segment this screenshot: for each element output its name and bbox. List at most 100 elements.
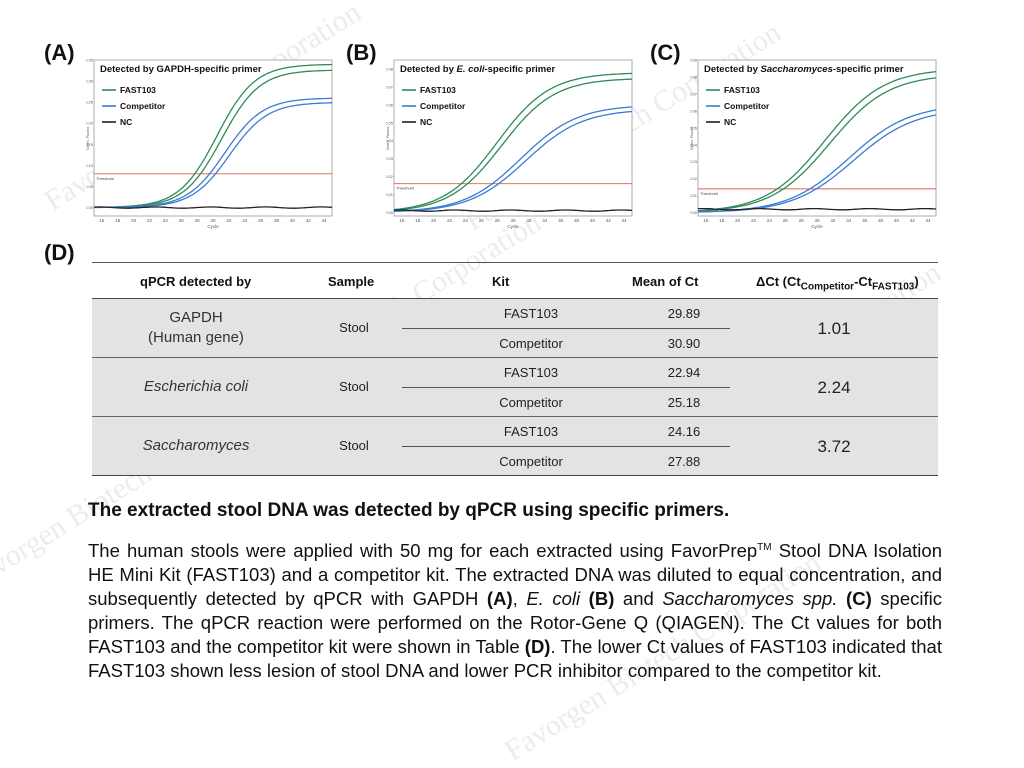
caption-text: The human stools were applied with 50 mg…	[88, 536, 942, 683]
x-tick-label: 36	[258, 218, 264, 223]
x-tick-label: 38	[274, 218, 280, 223]
chart-b: 0.00 0.01 0.02 0.03 0.04 0.05 0.06 0.07 0.08 16 18…	[386, 58, 636, 233]
row-kit-1: FAST103	[503, 306, 559, 321]
caption-p5: and	[614, 588, 663, 610]
threshold-label: Threshold	[700, 191, 718, 196]
x-tick-label: 42	[606, 218, 612, 223]
legend-label: Competitor	[120, 101, 166, 111]
y-axis-label: Norm. Fluoro.	[386, 126, 390, 150]
col-mean-ct: Mean of Ct	[632, 274, 699, 289]
panel-label-c: (C)	[650, 40, 681, 65]
x-tick-label: 32	[830, 218, 836, 223]
x-tick-label: 34	[846, 218, 852, 223]
chart-title-prefix: Detected by	[704, 64, 761, 75]
row-ct-1: 29.89	[667, 306, 701, 321]
y-tick-label: 0.03	[690, 159, 698, 164]
caption-p6	[837, 588, 846, 609]
y-tick-label: 0.00	[86, 205, 94, 210]
y-tick-label: 0.01	[386, 192, 394, 197]
y-tick-label: 0.03	[386, 156, 394, 161]
y-tick-label: 0.15	[86, 142, 94, 147]
row-sample: Stool	[339, 320, 369, 335]
row-divider	[402, 328, 730, 329]
x-tick-label: 34	[242, 218, 248, 223]
x-tick-label: 28	[799, 218, 805, 223]
y-tick-label: 0.05	[690, 125, 698, 130]
x-tick-label: 26	[783, 218, 789, 223]
chart-c-svg: 0.00 0.01 0.02 0.03 0.04 0.05 0.06 0.07 0.08 0.09…	[690, 58, 937, 229]
row-target: Saccharomyces	[96, 436, 296, 456]
caption-p4	[580, 588, 589, 609]
series-line-fast103	[393, 78, 633, 211]
row-sample: Stool	[339, 379, 369, 394]
x-tick-label: 22	[447, 218, 453, 223]
legend-label: FAST103	[120, 85, 156, 95]
chart-title-suffix: -specific primer	[484, 64, 555, 75]
x-tick-label: 18	[415, 218, 421, 223]
row-divider	[402, 387, 730, 388]
row-target: Escherichia coli	[96, 377, 296, 397]
caption-sacc: Saccharomyces spp.	[662, 588, 838, 610]
y-tick-label: 0.05	[386, 120, 394, 125]
y-tick-label: 0.07	[386, 84, 394, 89]
caption-p2: Stool DNA Isolation HE Mini Kit (FAST103…	[88, 540, 942, 610]
series-line-nc	[393, 209, 633, 212]
x-tick-label: 24	[463, 218, 469, 223]
y-tick-label: 0.00	[690, 210, 698, 215]
x-tick-label: 38	[574, 218, 580, 223]
y-tick-label: 0.06	[690, 108, 698, 113]
row-delta-ct: 1.01	[817, 319, 851, 338]
row-kit-1: FAST103	[503, 424, 559, 439]
chart-b-svg: 0.00 0.01 0.02 0.03 0.04 0.05 0.06 0.07 0.08 16 18…	[386, 59, 633, 229]
col-target: qPCR detected by	[140, 274, 252, 289]
y-tick-label: 0.08	[386, 66, 394, 71]
row-target-line1: GAPDH	[169, 309, 223, 326]
chart-title-suffix: -specific primer	[191, 64, 262, 75]
table-row: Escherichia coli Stool FAST103 22.94 Com…	[92, 358, 938, 417]
panel-label-a: (A)	[44, 40, 75, 65]
panel-label-b: (B)	[346, 40, 377, 65]
y-tick-label: 0.20	[86, 121, 94, 126]
y-tick-label: 0.30	[86, 79, 94, 84]
y-tick-label: 0.35	[86, 58, 94, 63]
series-line-fast103	[697, 77, 937, 212]
row-kit-1: FAST103	[503, 365, 559, 380]
chart-title-prefix: Detected by	[100, 64, 157, 75]
x-tick-label: 16	[703, 218, 709, 223]
plot-frame	[393, 59, 633, 217]
x-tick-label: 40	[590, 218, 596, 223]
chart-title: Detected by GAPDH-specific primer	[100, 64, 262, 75]
series-line-competitor	[394, 110, 633, 213]
series-line-nc	[697, 207, 937, 211]
row-kit-2: Competitor	[499, 336, 563, 351]
series-line-fast103	[697, 71, 937, 212]
chart-title-em: GAPDH	[157, 64, 191, 75]
x-tick-label: 44	[622, 218, 628, 223]
col-delta-ct-sub2: FAST103	[872, 281, 915, 293]
x-tick-label: 20	[735, 218, 741, 223]
row-target-line1: Saccharomyces	[142, 437, 250, 454]
chart-title: Detected by Saccharomyces-specific prime…	[704, 64, 904, 75]
row-kit-2: Competitor	[499, 395, 563, 410]
x-tick-label: 34	[542, 218, 548, 223]
caption-title: The extracted stool DNA was detected by …	[88, 500, 730, 521]
x-tick-label: 16	[399, 218, 405, 223]
y-tick-label: 0.04	[386, 138, 394, 143]
x-tick-label: 44	[322, 218, 328, 223]
x-axis-label: Cycle	[507, 224, 519, 229]
threshold-label: Threshold	[396, 186, 414, 191]
col-delta-ct-c: )	[914, 274, 919, 289]
x-tick-label: 20	[431, 218, 437, 223]
legend-label: Competitor	[420, 101, 466, 111]
x-tick-label: 30	[510, 218, 516, 223]
col-delta-ct-b: -Ct	[854, 274, 873, 289]
plot-frame	[697, 59, 937, 217]
x-tick-label: 32	[526, 218, 532, 223]
y-tick-label: 0.02	[690, 176, 698, 181]
row-target-line1: Escherichia coli	[143, 378, 249, 395]
threshold-label: Threshold	[96, 176, 114, 181]
y-tick-label: 0.08	[690, 74, 698, 79]
x-tick-label: 30	[210, 218, 216, 223]
row-sample: Stool	[339, 438, 369, 453]
col-delta-ct-sub1: Competitor	[800, 281, 855, 293]
